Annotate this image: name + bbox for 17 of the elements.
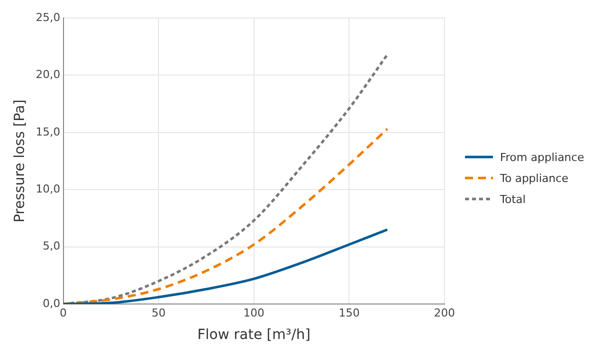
legend-label: From appliance: [500, 150, 584, 164]
x-axis-title: Flow rate [m³/h]: [197, 327, 310, 344]
x-tick-label: 200: [434, 306, 455, 320]
legend-label: To appliance: [500, 172, 568, 184]
y-tick-label: 25,0: [36, 10, 60, 24]
x-tick-label: 150: [338, 306, 360, 320]
x-tick-label: 50: [152, 306, 166, 320]
x-tick-label: 0: [60, 306, 67, 320]
x-tick-label: 100: [243, 306, 264, 320]
legend-label: Total: [500, 192, 526, 206]
y-tick-label: 15,0: [36, 125, 60, 138]
y-tick-label: 20,0: [36, 68, 60, 82]
y-axis-title: Pressure loss [Pa]: [12, 99, 28, 223]
y-tick-label: 0,0: [42, 296, 60, 310]
y-tick-label: 10,0: [36, 182, 60, 196]
line-series: [63, 228, 389, 304]
y-tick-label: 5,0: [42, 240, 60, 253]
